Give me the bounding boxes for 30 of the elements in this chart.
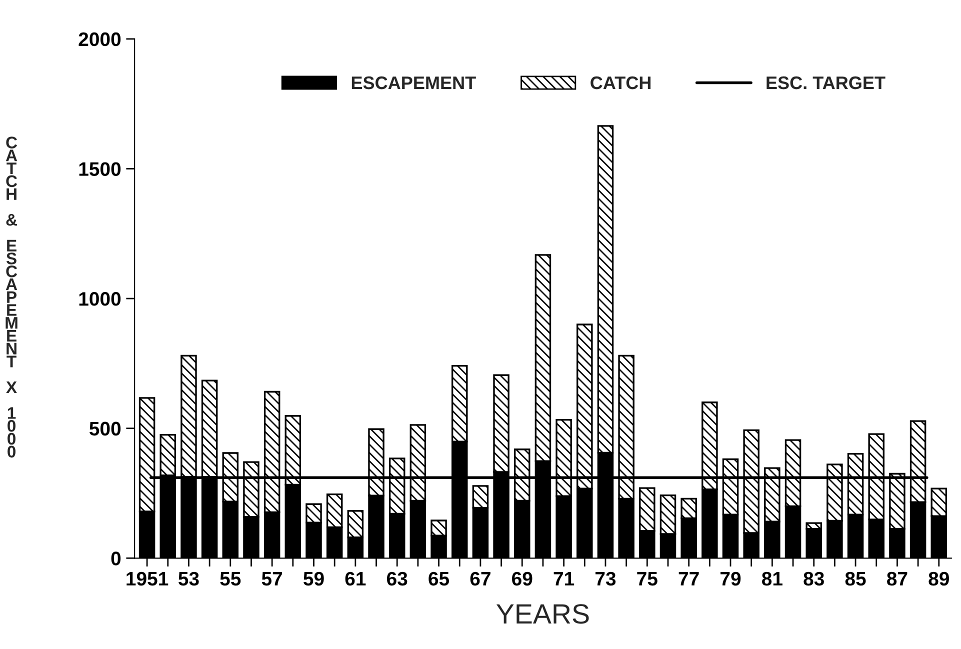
y-tick-label: 1500	[79, 162, 121, 176]
text: CATCH & ESCAPEMENT X 1000	[6, 136, 18, 458]
y-tick-label: 1000	[79, 292, 121, 306]
x-tick-label: 85	[845, 572, 866, 586]
x-tick-label: 83	[804, 572, 824, 586]
legend-label: CATCH	[590, 76, 650, 90]
x-tick-label: 63	[386, 572, 408, 586]
x-tick-label: 79	[720, 572, 741, 586]
x-tick-label: 75	[637, 572, 658, 586]
x-tick-label: 1951	[126, 572, 168, 586]
x-tick-label: 89	[928, 572, 949, 586]
x-tick-label: 61	[345, 572, 366, 586]
x-tick-label: 55	[220, 572, 241, 586]
x-tick-label: 71	[554, 572, 574, 586]
x-tick-label: 73	[596, 572, 616, 586]
x-tick-label: 87	[887, 572, 908, 586]
y-tick-label: 0	[111, 552, 121, 566]
x-tick-label: 67	[470, 572, 490, 586]
x-tick-label: 53	[178, 572, 199, 586]
x-tick-label: 81	[762, 572, 782, 586]
x-tick-label: 59	[304, 572, 324, 586]
y-tick-label: 500	[90, 422, 121, 436]
x-tick-label: 77	[678, 572, 699, 586]
x-tick-label: 57	[262, 572, 282, 586]
x-axis-title: YEARS	[496, 604, 589, 624]
x-tick-label: 65	[428, 572, 450, 586]
legend-label: ESC. TARGET	[766, 76, 886, 90]
x-tick-label: 69	[512, 572, 532, 586]
y-tick-label: 2000	[78, 32, 121, 46]
legend-label: ESCAPEMENT	[352, 76, 476, 90]
